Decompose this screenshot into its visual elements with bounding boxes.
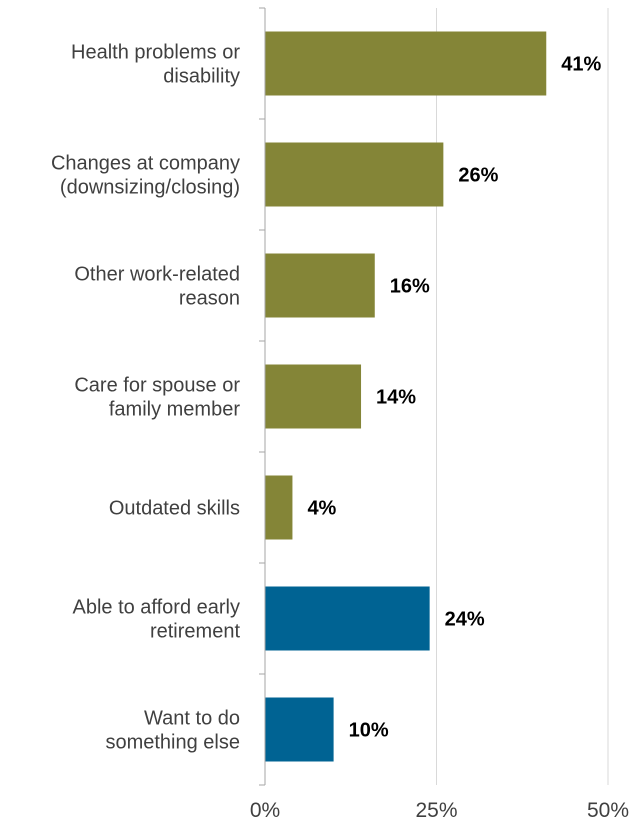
bar-6 — [265, 697, 334, 762]
category-label-6-0: Want to do — [144, 708, 240, 730]
category-label-0-0: Health problems or — [71, 42, 240, 64]
category-label-6-1: something else — [105, 732, 240, 754]
value-label-2: 16% — [390, 276, 430, 298]
category-label-3-1: family member — [109, 399, 240, 421]
value-label-1: 26% — [458, 165, 498, 187]
value-label-3: 14% — [376, 387, 416, 409]
category-label-5-1: retirement — [150, 621, 240, 643]
x-tick-label-0: 0% — [250, 799, 280, 822]
category-label-2-0: Other work-related — [74, 264, 240, 286]
category-label-1-0: Changes at company — [51, 153, 240, 175]
value-label-6: 10% — [349, 720, 389, 742]
category-label-4-0: Outdated skills — [109, 498, 240, 520]
bar-5 — [265, 586, 430, 651]
category-label-1-1: (downsizing/closing) — [60, 177, 240, 199]
x-tick-label-2: 50% — [587, 799, 629, 822]
bar-0 — [265, 31, 547, 96]
x-tick-label-1: 25% — [415, 799, 457, 822]
category-label-0-1: disability — [163, 66, 240, 88]
value-label-0: 41% — [561, 54, 601, 76]
bar-1 — [265, 142, 444, 207]
category-label-3-0: Care for spouse or — [74, 375, 240, 397]
bar-4 — [265, 475, 293, 540]
value-label-5: 24% — [445, 609, 485, 631]
category-label-2-1: reason — [179, 288, 240, 310]
bar-2 — [265, 253, 375, 318]
bar-3 — [265, 364, 362, 429]
category-label-5-0: Able to afford early — [72, 597, 240, 619]
value-label-4: 4% — [307, 498, 336, 520]
